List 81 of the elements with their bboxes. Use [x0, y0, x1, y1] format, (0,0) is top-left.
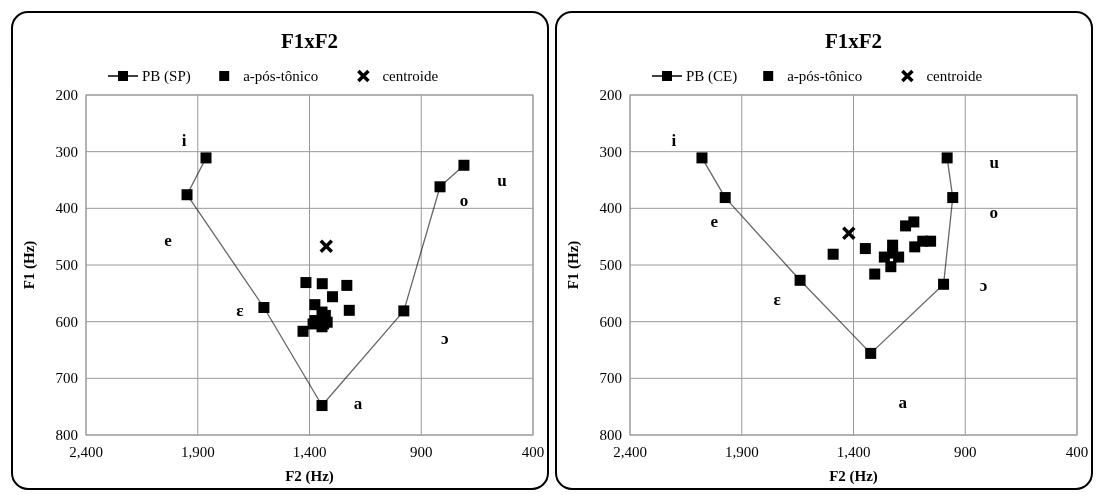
annotation: u [497, 171, 507, 191]
point [885, 261, 897, 273]
point [300, 277, 312, 289]
point [841, 226, 857, 241]
point [181, 189, 193, 201]
legend-label: PB (CE) [686, 68, 738, 85]
point [316, 278, 328, 290]
point [343, 304, 355, 316]
annotation: ɔ [441, 328, 449, 348]
y-axis-title: F1 (Hz) [565, 240, 582, 290]
point [297, 325, 309, 337]
legend-label: a-pós-tônico [787, 68, 863, 84]
x-tick-label: 1,900 [180, 444, 215, 460]
point [794, 274, 806, 286]
point [258, 302, 270, 313]
annotation: a [898, 393, 908, 413]
point [200, 152, 212, 164]
legend-label: centroide [926, 68, 983, 84]
point [947, 192, 959, 204]
legend-label: a-pós-tônico [243, 68, 319, 84]
annotation: e [164, 230, 173, 250]
annotation: i [181, 130, 187, 150]
x-axis-title: F2 (Hz) [285, 468, 334, 485]
point [458, 159, 470, 171]
x-tick-label: 2,400 [613, 444, 647, 460]
y-tick-label: 200 [55, 87, 78, 103]
y-tick-label: 500 [599, 257, 622, 273]
y-tick-label: 700 [599, 370, 622, 387]
annotation: ɛ [773, 290, 781, 310]
y-tick-label: 200 [599, 87, 622, 103]
chart-title: F1xF2 [824, 29, 883, 53]
point [319, 239, 334, 254]
y-tick-label: 700 [55, 370, 78, 387]
annotation: ɔ [979, 276, 988, 296]
point [869, 268, 881, 280]
point [827, 248, 839, 260]
y-tick-label: 800 [599, 427, 622, 443]
point [434, 181, 446, 193]
y-tick-label: 600 [599, 313, 622, 330]
y-axis-title: F1 (Hz) [21, 240, 38, 290]
annotation: i [671, 130, 677, 150]
point [908, 216, 920, 228]
annotation: e [710, 211, 719, 231]
point [327, 291, 339, 303]
annotation: o [989, 202, 998, 222]
point [859, 243, 871, 255]
x-tick-label: 1,400 [292, 444, 327, 460]
y-tick-label: 400 [599, 200, 622, 217]
y-tick-label: 800 [55, 427, 78, 443]
x-tick-label: 1,400 [836, 444, 871, 460]
point [941, 152, 953, 164]
legend-label: PB (SP) [142, 68, 191, 85]
point [938, 278, 950, 290]
x-tick-label: 900 [954, 444, 977, 460]
point [878, 251, 890, 263]
point [398, 305, 410, 317]
point [341, 279, 353, 291]
y-tick-label: 400 [55, 200, 78, 217]
point [893, 251, 905, 263]
y-tick-label: 500 [55, 257, 78, 273]
y-tick-label: 300 [55, 143, 78, 160]
x-tick-label: 2,400 [69, 444, 103, 460]
chart-title: F1xF2 [280, 29, 339, 53]
y-tick-label: 600 [55, 313, 78, 330]
point [865, 347, 877, 359]
point [719, 192, 731, 204]
point [316, 400, 328, 412]
x-tick-label: 400 [521, 444, 545, 460]
point [309, 299, 321, 311]
y-tick-label: 300 [599, 143, 622, 160]
annotation: u [989, 152, 999, 172]
x-tick-label: 1,900 [724, 444, 759, 460]
point [696, 152, 708, 164]
x-tick-label: 400 [1065, 444, 1089, 460]
x-axis-title: F2 (Hz) [829, 468, 878, 485]
annotation: ɛ [236, 300, 244, 320]
legend-label: centroide [382, 68, 439, 84]
annotation: a [353, 393, 363, 413]
annotation: o [459, 190, 469, 210]
point [925, 235, 937, 247]
x-tick-label: 900 [410, 444, 433, 460]
